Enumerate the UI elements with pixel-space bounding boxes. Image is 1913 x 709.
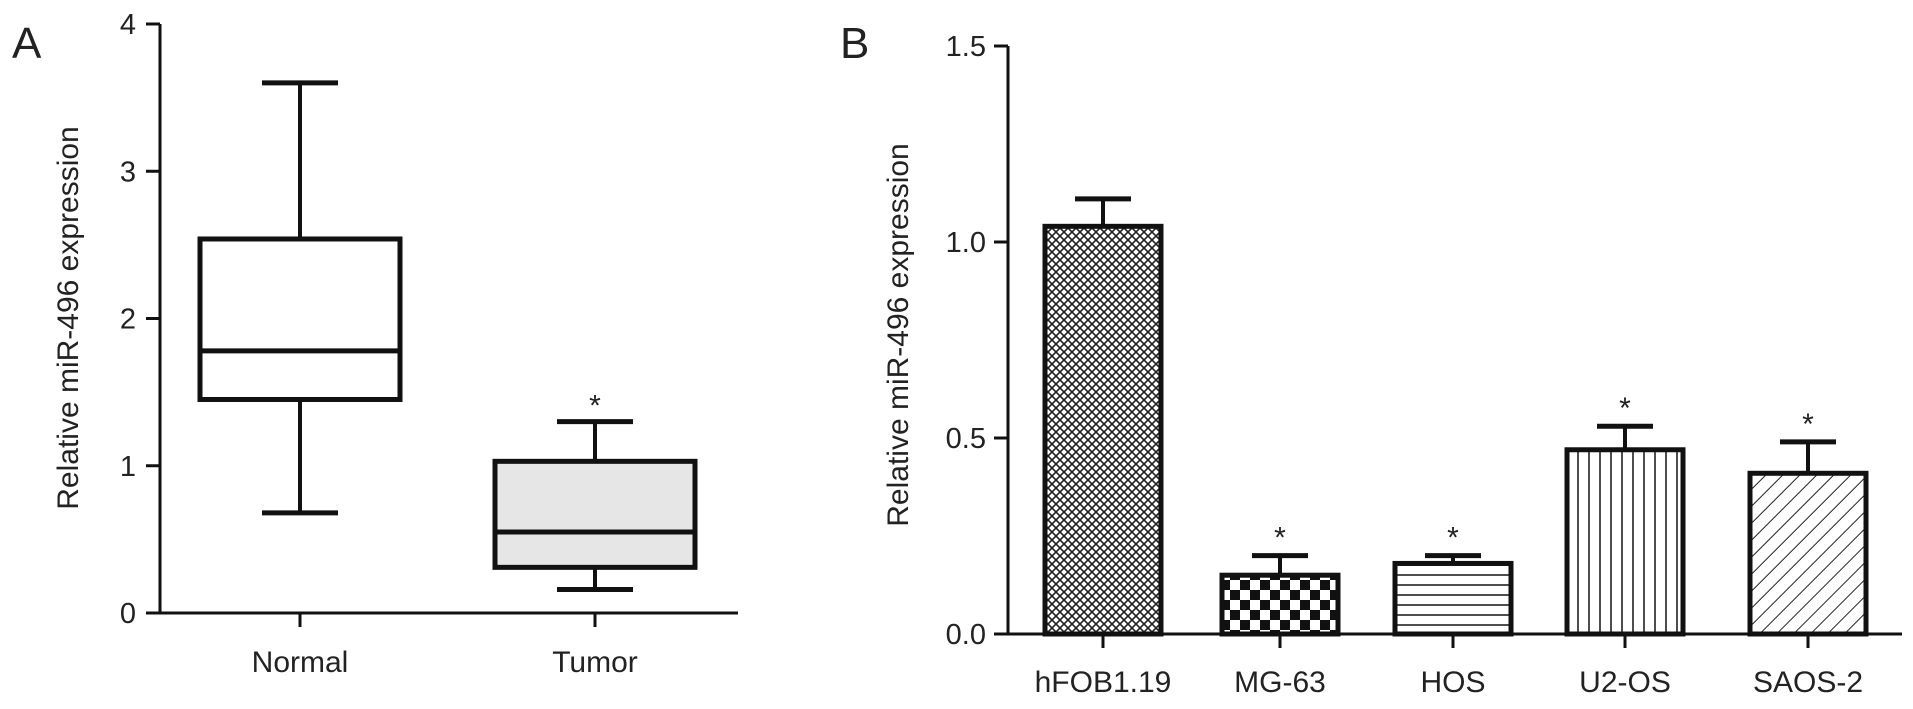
bar-saos-2: * SAOS-2 (1747, 408, 1869, 699)
panel-a-y-axis-title: Relative miR-496 expression (52, 126, 85, 510)
panel-a-category-label: Tumor (552, 646, 638, 679)
significance-marker: * (1447, 522, 1459, 555)
panel-a-category-label: Normal (252, 646, 349, 679)
box-normal: Normal (197, 80, 403, 679)
significance-marker: * (1802, 408, 1814, 441)
panel-b-y-tick-label: 1.5 (946, 31, 986, 63)
bar (1564, 447, 1686, 637)
panel-label-a: A (12, 19, 42, 68)
panel-a-y-tick-label: 2 (120, 304, 136, 336)
panel-a-y-tick-label: 0 (120, 598, 136, 630)
bar (1219, 572, 1341, 637)
box-tumor: * Tumor (492, 390, 698, 679)
bar-hfob1-19: hFOB1.19 (1035, 196, 1172, 699)
bar (1042, 223, 1164, 637)
panel-b-category-label: hFOB1.19 (1035, 666, 1172, 699)
bar-u2-os: * U2-OS (1564, 392, 1686, 699)
significance-marker: * (1619, 392, 1631, 425)
box-iqr (492, 458, 698, 570)
significance-marker: * (589, 390, 601, 423)
panel-b-barchart: B Relative miR-496 expression 0.0 0.5 1.0 1… (840, 19, 1902, 699)
panel-b-bars: hFOB1.19 * MG-63 * HOS * U2-OS * SAOS-2 (1035, 196, 1869, 699)
panel-b-category-label: HOS (1420, 666, 1485, 699)
panel-label-b: B (840, 19, 869, 68)
bar-hos: * HOS (1392, 522, 1514, 699)
bar (1747, 470, 1869, 637)
box-iqr (197, 236, 403, 402)
bar-mg-63: * MG-63 (1219, 522, 1341, 699)
bar (1392, 560, 1514, 637)
panel-a-boxplot: A Relative miR-496 expression 0 1 2 3 4 Norm… (12, 9, 738, 679)
panel-b-category-label: MG-63 (1234, 666, 1326, 699)
panel-a-boxes: Normal * Tumor (197, 80, 698, 679)
panel-b-category-label: U2-OS (1579, 666, 1671, 699)
significance-marker: * (1274, 522, 1286, 555)
panel-a-y-tick-label: 1 (120, 451, 136, 483)
panel-b-y-tick-label: 1.0 (946, 227, 986, 259)
panel-a-y-tick-label: 3 (120, 156, 136, 188)
panel-a-axes: 0 1 2 3 4 (120, 9, 738, 630)
panel-b-y-tick-label: 0.0 (946, 619, 986, 651)
panel-b-y-axis-title: Relative miR-496 expression (882, 143, 915, 527)
panel-b-y-tick-label: 0.5 (946, 423, 986, 455)
panel-a-y-tick-label: 4 (120, 9, 136, 41)
panel-b-category-label: SAOS-2 (1753, 666, 1863, 699)
